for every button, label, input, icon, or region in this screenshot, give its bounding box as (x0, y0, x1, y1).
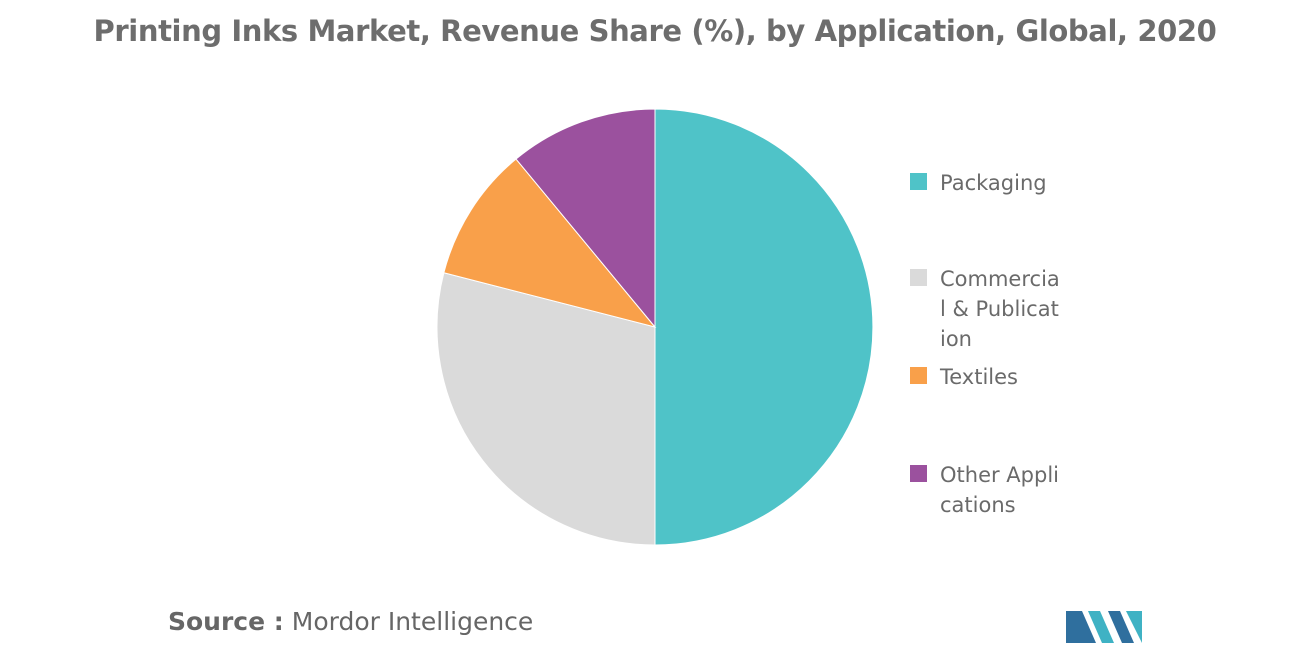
legend-item-packaging: Packaging (910, 168, 1062, 198)
legend-swatch-textiles (910, 367, 927, 384)
legend-label-packaging: Packaging (940, 171, 1047, 195)
legend-item-commercial-publication: Commercial & Publication (910, 264, 1062, 354)
legend-item-textiles: Textiles (910, 362, 1062, 392)
pie-slice-textiles (443, 158, 657, 328)
chart-title: Printing Inks Market, Revenue Share (%),… (93, 14, 1217, 48)
logo-shape-left (1066, 611, 1096, 643)
logo-shape-right-a (1108, 611, 1134, 643)
logo-shape-center (1088, 611, 1114, 643)
legend-label-commercial-publication: Commercial & Publication (940, 267, 1060, 351)
pie-chart (436, 108, 874, 546)
legend-swatch-commercial-publication (910, 269, 927, 286)
legend-item-other-applications: Other Applications (910, 460, 1062, 520)
source-note: Source : Mordor Intelligence (168, 607, 533, 636)
legend-label-textiles: Textiles (940, 365, 1019, 389)
logo-shape-right-b (1126, 611, 1142, 643)
legend-label-other-applications: Other Applications (940, 463, 1059, 517)
mordor-intelligence-logo-icon (1066, 611, 1142, 643)
source-value: Mordor Intelligence (291, 607, 534, 636)
source-label: Source : (168, 607, 284, 636)
pie-slice-other-applications (515, 108, 656, 329)
pie-slice-packaging (654, 108, 874, 546)
legend-swatch-other-applications (910, 465, 927, 482)
legend-swatch-packaging (910, 173, 927, 190)
pie-slice-commercial-publication (436, 272, 656, 546)
